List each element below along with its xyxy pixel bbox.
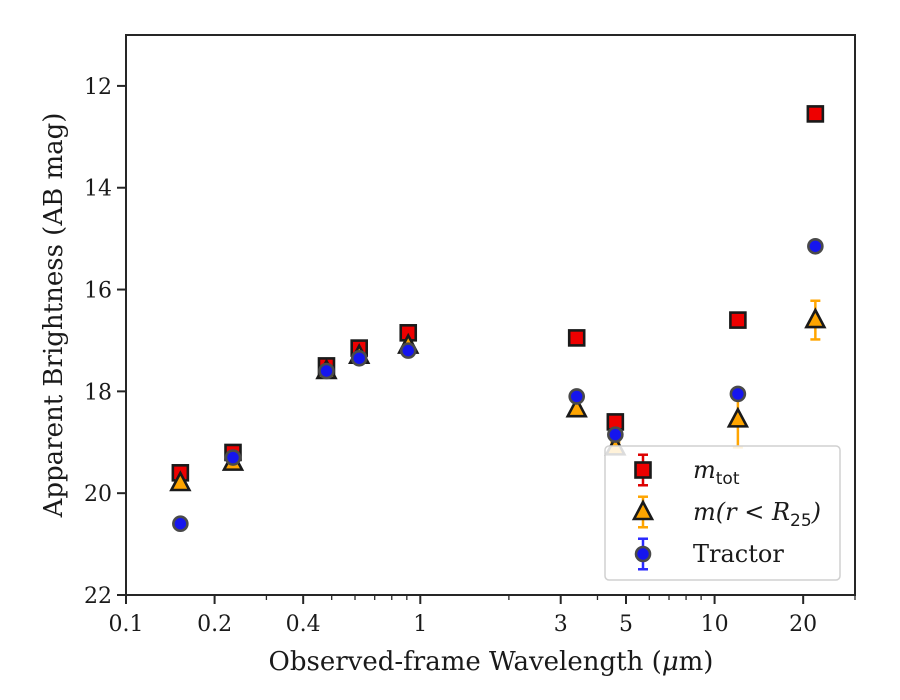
- x-tick-label: 0.2: [197, 612, 232, 637]
- data-point-circle: [729, 385, 747, 403]
- data-point-triangle: [565, 396, 588, 418]
- data-point-circle: [224, 449, 242, 466]
- legend-box: [604, 445, 841, 581]
- data-point-triangle: [804, 307, 827, 329]
- data-point-circle: [568, 388, 586, 405]
- legend-marker-square: [634, 461, 652, 479]
- x-tick-label: 10: [701, 612, 729, 637]
- legend-label: m(r < R25): [693, 498, 821, 531]
- x-tick-label: 1: [413, 612, 427, 637]
- legend-label: Tractor: [693, 540, 784, 568]
- x-tick-label: 0.1: [109, 612, 144, 637]
- data-point-circle: [607, 426, 624, 443]
- y-tick-label: 12: [84, 75, 112, 100]
- y-tick-label: 16: [84, 279, 112, 304]
- x-axis-title: Observed-frame Wavelength (μm): [269, 647, 714, 677]
- data-point-square: [806, 105, 825, 123]
- x-tick-label: 5: [619, 612, 633, 637]
- legend-label: mtot: [693, 456, 740, 489]
- x-axis-title-suffix: m): [679, 647, 714, 677]
- y-tick-label: 22: [84, 584, 112, 609]
- y-tick-label: 14: [84, 177, 112, 202]
- legend-marker-triangle: [631, 499, 655, 521]
- y-axis-title: Apparent Brightness (AB mag): [39, 113, 69, 519]
- x-axis-title-prefix: Observed-frame Wavelength (: [269, 647, 662, 677]
- data-point-square: [729, 311, 747, 329]
- axes: 0.1 0.2 0.4 1 3 5 10 20 12 14 16 18 20 22: [84, 75, 856, 637]
- y-tick-label: 20: [84, 482, 112, 507]
- data-point-circle: [172, 515, 189, 533]
- x-axis-title-unit: μ: [662, 647, 679, 677]
- data-point-triangle: [726, 406, 750, 428]
- data-point-square: [567, 329, 586, 347]
- data-point-circle: [318, 362, 335, 380]
- series-circle: [172, 237, 824, 533]
- legend-entry: m(r < R25): [631, 495, 821, 531]
- data-point-circle: [807, 237, 824, 255]
- legend-marker-circle: [634, 545, 652, 563]
- y-tick-label: 18: [84, 380, 112, 405]
- legend: mtot m(r < R25) Tractor: [604, 445, 841, 581]
- data-marks: [169, 105, 827, 533]
- legend-entry: mtot: [634, 453, 740, 489]
- x-tick-label: 3: [554, 612, 568, 637]
- series-square: [171, 105, 825, 482]
- data-point-circle: [350, 349, 368, 367]
- legend-entry: Tractor: [634, 537, 784, 571]
- x-tick-label: 20: [789, 612, 817, 637]
- plot-frame: [125, 34, 856, 596]
- x-tick-label: 0.4: [286, 612, 321, 637]
- data-point-triangle: [169, 470, 192, 492]
- data-point-circle: [399, 342, 417, 359]
